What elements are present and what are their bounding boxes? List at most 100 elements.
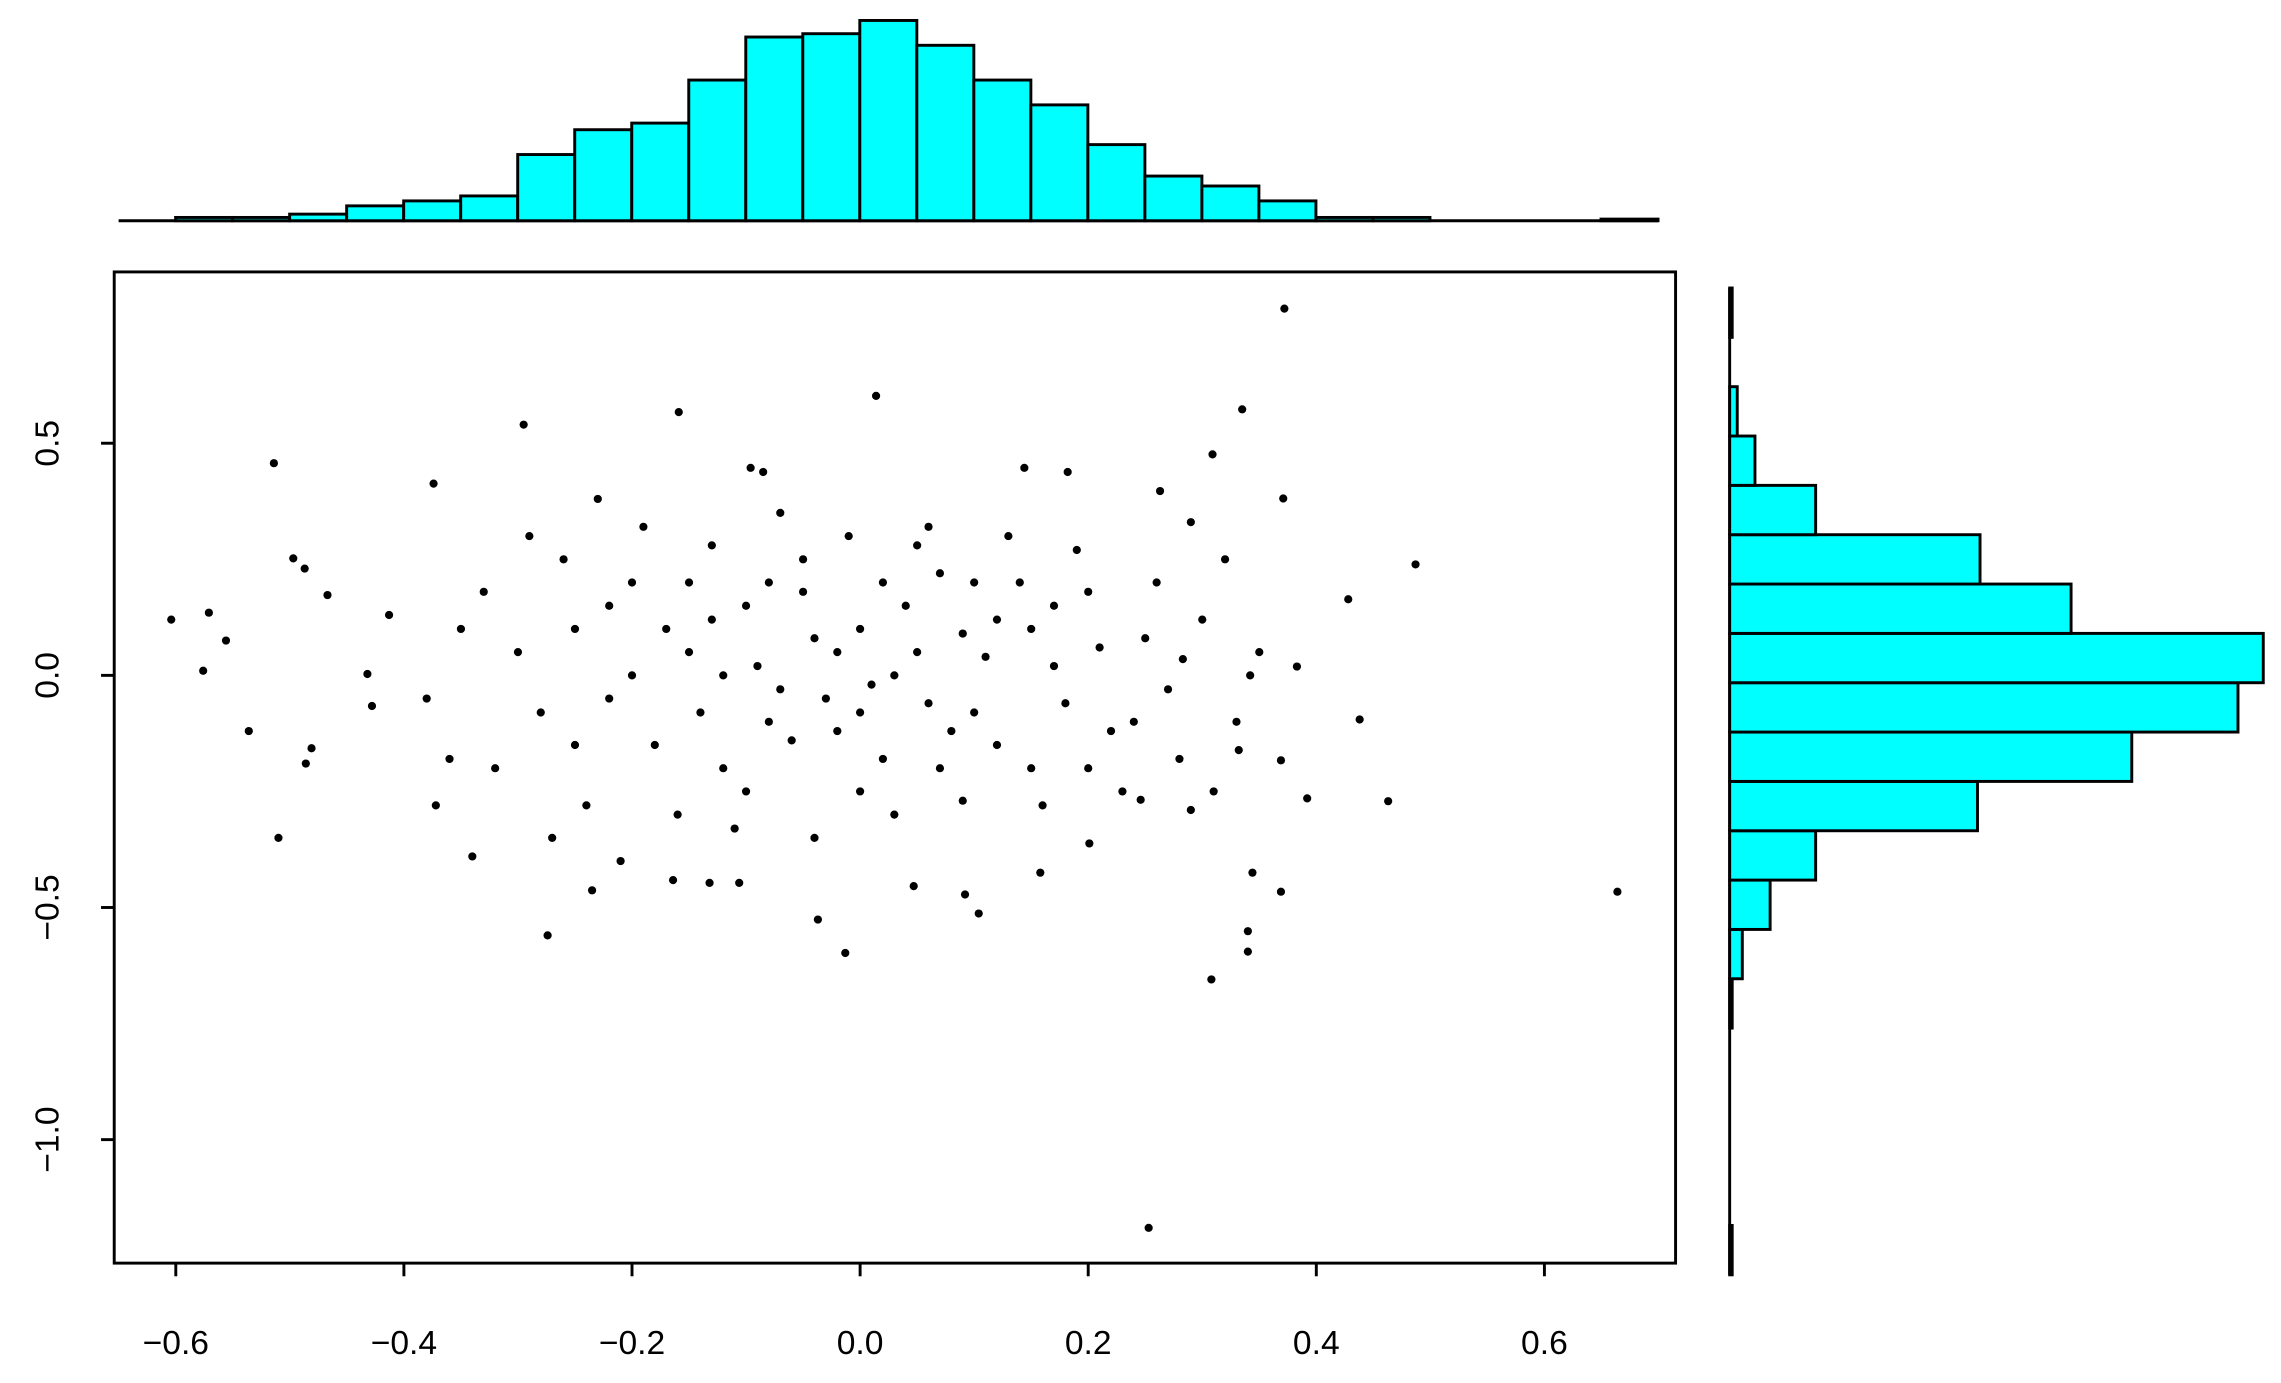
point — [958, 796, 967, 805]
hist-bar — [1728, 779, 1979, 833]
point — [707, 615, 716, 624]
point — [1344, 595, 1353, 604]
point — [668, 876, 678, 885]
point — [684, 578, 694, 587]
hist-bar — [1728, 385, 1739, 438]
point — [707, 541, 716, 550]
point — [719, 671, 728, 680]
point — [289, 554, 298, 563]
x-tick-label: 0.4 — [1293, 1325, 1340, 1362]
hist-bar — [1728, 1224, 1734, 1277]
point — [1280, 304, 1289, 313]
hist-bar — [1728, 927, 1744, 981]
point — [901, 601, 910, 610]
point — [570, 740, 580, 750]
point — [1049, 601, 1059, 610]
hist-bar — [858, 19, 919, 223]
hist-bar — [1086, 143, 1147, 223]
point — [244, 726, 253, 736]
point — [913, 648, 922, 657]
point — [593, 494, 602, 504]
point — [301, 759, 310, 768]
point — [856, 708, 865, 717]
point — [1038, 801, 1047, 810]
point — [650, 740, 659, 750]
point — [1248, 868, 1257, 877]
point — [1118, 787, 1127, 796]
point — [1384, 797, 1393, 806]
hist-bar — [1728, 730, 2134, 783]
point — [981, 652, 990, 661]
point — [479, 587, 488, 596]
x-tick-label: −0.2 — [599, 1325, 665, 1362]
point — [513, 648, 523, 657]
point — [798, 587, 808, 596]
hist-bar — [1728, 434, 1757, 487]
point — [992, 615, 1002, 624]
point — [924, 699, 933, 708]
hist-bar — [1728, 483, 1818, 537]
point — [684, 648, 694, 657]
hist-bar — [1728, 286, 1734, 339]
point — [730, 824, 739, 833]
point — [1136, 795, 1145, 804]
point — [935, 764, 945, 773]
point — [199, 666, 208, 675]
y-tick-label: −0.5 — [30, 874, 67, 940]
point — [1186, 805, 1195, 815]
hist-bar — [573, 128, 634, 223]
point — [1152, 578, 1161, 587]
hist-bar — [1371, 215, 1432, 223]
point — [909, 882, 918, 891]
point — [1141, 634, 1150, 643]
point — [833, 726, 842, 736]
point — [813, 915, 823, 924]
point — [543, 931, 552, 940]
point — [735, 878, 744, 887]
point — [274, 833, 283, 842]
hist-bar — [744, 35, 805, 223]
point — [674, 408, 683, 417]
hist-bar — [1200, 184, 1261, 223]
point — [844, 531, 853, 541]
point — [1175, 754, 1184, 764]
hist-bar — [1728, 681, 2240, 734]
hist-bar — [459, 194, 520, 223]
point — [1027, 624, 1036, 634]
x-tick-label: 0.0 — [837, 1325, 884, 1362]
point — [363, 669, 372, 679]
y-tick-label: 0.5 — [30, 420, 67, 467]
point — [1276, 756, 1286, 765]
x-tick-label: 0.2 — [1065, 1325, 1112, 1362]
point — [867, 680, 876, 689]
point — [746, 463, 755, 472]
point — [1063, 467, 1072, 477]
point — [974, 909, 983, 918]
point — [559, 555, 568, 564]
point — [810, 833, 819, 842]
point — [947, 726, 956, 736]
point — [1095, 643, 1104, 652]
hist-bar — [1728, 829, 1818, 882]
hist-bar — [630, 121, 691, 223]
hist-bar — [1728, 977, 1734, 1030]
point — [519, 420, 528, 429]
hist-bar — [345, 204, 406, 223]
point — [1243, 927, 1252, 936]
point — [776, 508, 785, 517]
hist-bar — [1143, 174, 1204, 223]
hist-bar — [288, 212, 349, 223]
point — [776, 685, 785, 694]
point — [798, 555, 808, 564]
point — [1255, 648, 1264, 657]
point — [662, 624, 671, 634]
hist-bar — [1728, 878, 1772, 931]
point — [307, 744, 316, 753]
point — [1144, 1223, 1153, 1232]
point — [1061, 699, 1070, 708]
point — [741, 601, 751, 610]
point — [1155, 486, 1165, 496]
point — [429, 479, 438, 488]
point — [1613, 887, 1622, 896]
